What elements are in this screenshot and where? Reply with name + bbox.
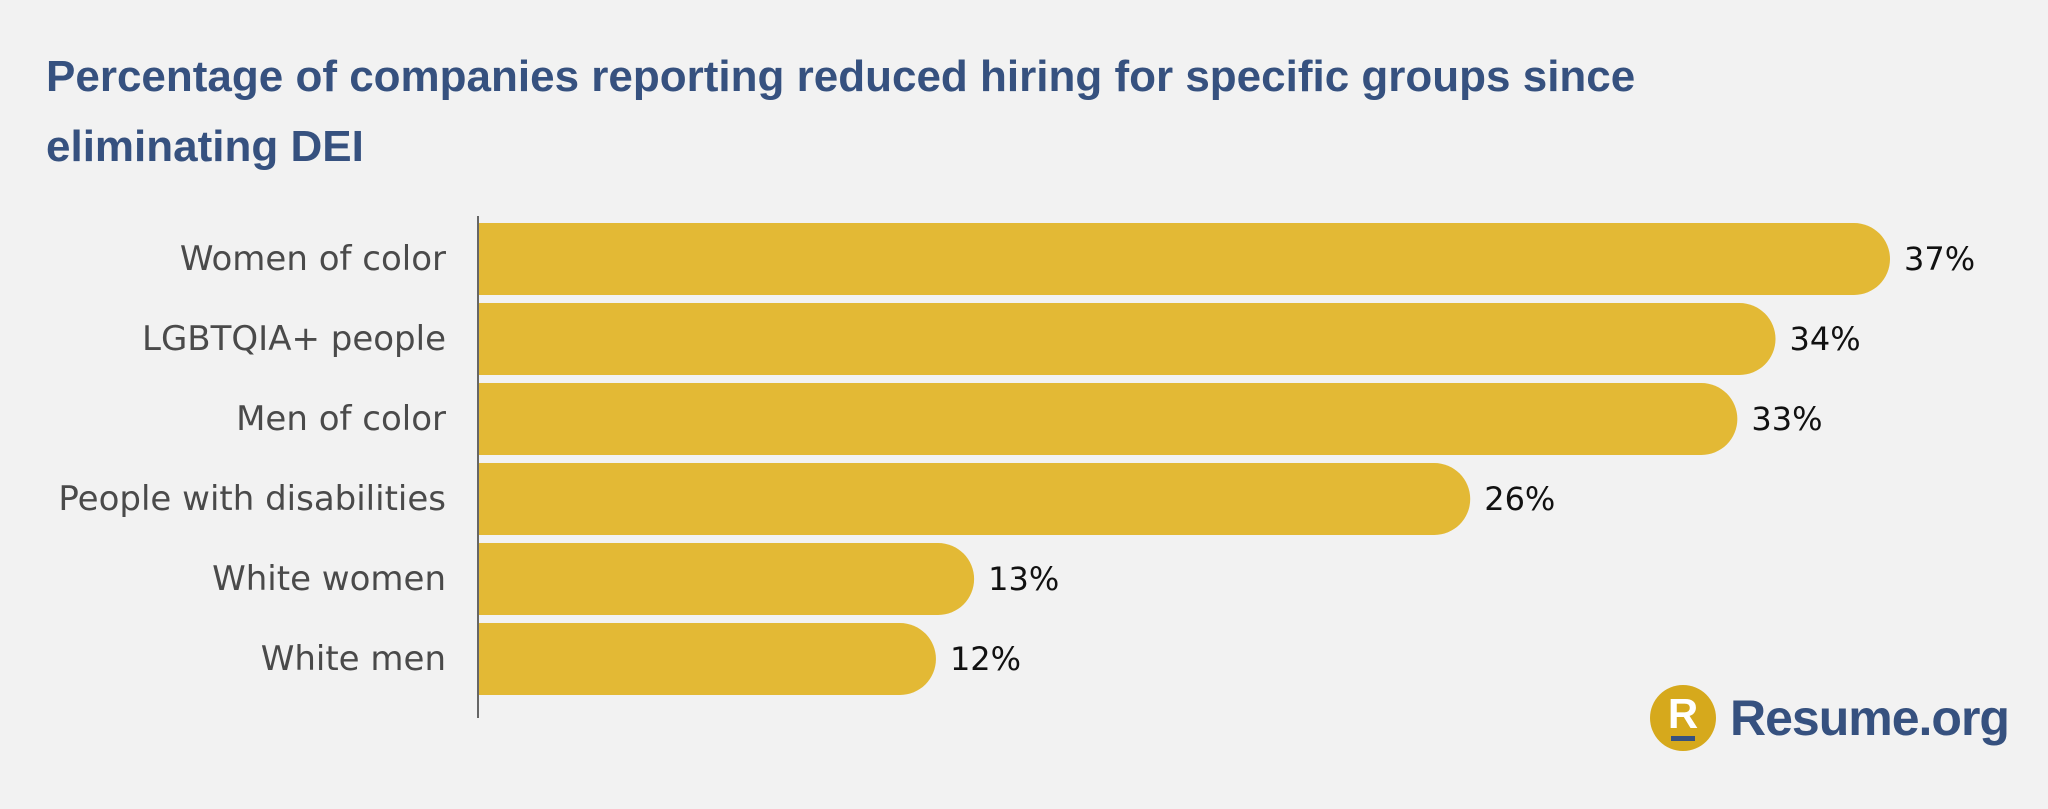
value-label-men-of-color: 33%: [1751, 400, 1822, 438]
category-label-women-of-color: Women of color: [180, 239, 446, 279]
resume-org-logo: R Resume.org: [1650, 683, 2010, 753]
value-label-white-women: 13%: [988, 560, 1059, 598]
bar-lgbtqia-people: [478, 303, 1776, 375]
bar-men-of-color: [478, 383, 1738, 455]
chart-title: Percentage of companies reporting reduce…: [46, 52, 1636, 171]
value-label-women-of-color: 37%: [1904, 240, 1975, 278]
logo-mark: R: [1650, 685, 1716, 751]
bars-group: [478, 223, 1890, 695]
bar-women-of-color: [478, 223, 1890, 295]
value-labels-group: 37% 34% 33% 26% 13% 12%: [950, 240, 1975, 678]
bar-white-women: [478, 543, 975, 615]
bar-people-with-disabilities: [478, 463, 1471, 535]
value-label-lgbtqia-people: 34%: [1790, 320, 1861, 358]
category-label-men-of-color: Men of color: [236, 399, 446, 439]
logo-letter: R: [1667, 690, 1699, 737]
category-label-lgbtqia-people: LGBTQIA+ people: [142, 319, 446, 359]
logo-underline: [1671, 736, 1695, 741]
category-label-white-men: White men: [261, 639, 446, 679]
bar-white-men: [478, 623, 936, 695]
category-label-people-with-disabilities: People with disabilities: [58, 479, 446, 519]
value-label-people-with-disabilities: 26%: [1484, 480, 1555, 518]
logo-text: Resume.org: [1730, 690, 2010, 746]
value-label-white-men: 12%: [950, 640, 1021, 678]
category-labels-group: Women of color LGBTQIA+ people Men of colo…: [58, 239, 446, 679]
category-label-white-women: White women: [212, 559, 446, 599]
